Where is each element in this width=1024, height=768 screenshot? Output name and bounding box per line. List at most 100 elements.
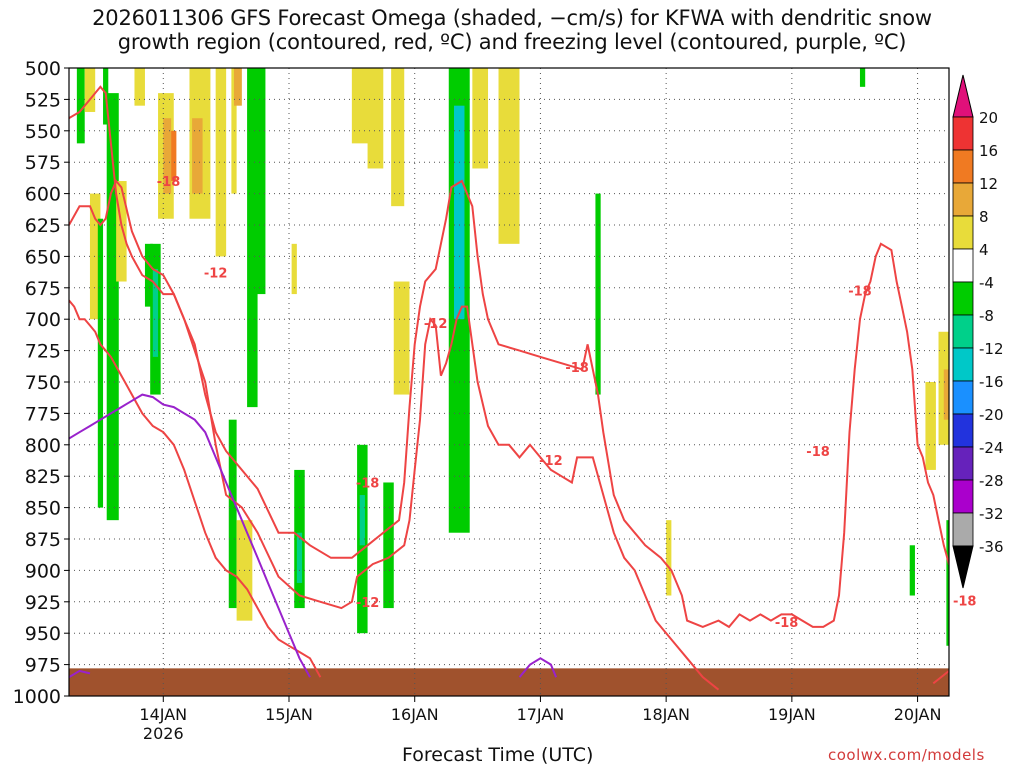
- colorbar-label: -16: [979, 373, 1004, 391]
- y-tick-label: 950: [25, 623, 61, 645]
- y-tick-label: 675: [25, 278, 61, 300]
- colorbar-bin: [952, 281, 974, 316]
- contour-label: -12: [356, 596, 380, 611]
- contour-label-layer: -18 -12 -18 -12 -12 -18 -12 -18 -18 -18 -18: [157, 175, 977, 631]
- contour-label: -12: [204, 267, 228, 282]
- omega-region: [84, 68, 96, 112]
- omega-region: [234, 68, 242, 106]
- grid-layer: [69, 68, 949, 696]
- x-tick-label: 20JAN: [894, 705, 942, 724]
- colorbar-label: 16: [979, 142, 998, 160]
- y-tick-label: 625: [25, 215, 61, 237]
- colorbar: 20 16 12 8 4 -4 -8 -12 -16 -20 -24 -28 -32 -36: [952, 74, 1004, 589]
- colorbar-bottom-arrow: [952, 545, 974, 589]
- terrain-ground: [69, 668, 949, 696]
- colorbar-bin: [952, 215, 974, 250]
- y-tick-label: 525: [25, 89, 61, 111]
- colorbar-bin: [952, 149, 974, 184]
- x-tick-label: 16JAN: [391, 705, 439, 724]
- x-tick-label: 19JAN: [768, 705, 816, 724]
- y-tick-label: 850: [25, 498, 61, 520]
- colorbar-label: 4: [979, 241, 989, 259]
- y-tick-label: 700: [25, 309, 61, 331]
- y-tick-label: 500: [25, 58, 61, 80]
- contour-label: -18: [848, 284, 872, 299]
- omega-region: [192, 118, 203, 194]
- contour-label: -18: [356, 476, 380, 491]
- colorbar-label: -8: [979, 307, 994, 325]
- omega-region: [359, 495, 365, 546]
- colorbar-bin: [952, 512, 974, 547]
- x-axis-label: Forecast Time (UTC): [402, 744, 594, 766]
- omega-region: [296, 532, 303, 583]
- y-tick-label: 575: [25, 152, 61, 174]
- colorbar-label: -24: [979, 439, 1004, 457]
- omega-region: [943, 369, 949, 420]
- colorbar-bin: [952, 248, 974, 283]
- colorbar-bin: [952, 182, 974, 217]
- colorbar-bin: [952, 446, 974, 481]
- omega-region: [215, 68, 227, 257]
- colorbar-label: -20: [979, 406, 1004, 424]
- omega-region: [498, 68, 520, 244]
- colorbar-bin: [952, 314, 974, 349]
- omega-region: [595, 193, 601, 395]
- y-tick-label: 925: [25, 592, 61, 614]
- y-tick-label: 800: [25, 435, 61, 457]
- contour-label: -18: [806, 445, 830, 460]
- omega-region: [391, 68, 405, 207]
- contour-label: -12: [424, 317, 448, 332]
- colorbar-label: -4: [979, 274, 994, 292]
- colorbar-bin: [952, 479, 974, 514]
- omega-region: [163, 118, 172, 194]
- x-tick-sublabel: 2026: [143, 724, 184, 743]
- y-tick-label: 750: [25, 372, 61, 394]
- y-tick-label: 975: [25, 655, 61, 677]
- y-tick-label: 650: [25, 246, 61, 268]
- dgz-contour-line: [69, 299, 322, 678]
- colorbar-bin: [952, 347, 974, 382]
- chart-title-line-1: 2026011306 GFS Forecast Omega (shaded, −…: [92, 6, 932, 30]
- colorbar-bin: [952, 380, 974, 415]
- x-tick-label: 17JAN: [517, 705, 565, 724]
- colorbar-label: 12: [979, 175, 998, 193]
- y-tick-label: 1000: [13, 686, 61, 708]
- y-tick-label: 600: [25, 184, 61, 206]
- omega-region: [152, 268, 159, 357]
- contour-layer: [69, 85, 949, 691]
- omega-region: [925, 382, 936, 470]
- x-tick-label: 14JAN: [139, 705, 187, 724]
- terrain-layer: [69, 668, 949, 696]
- credit-text: coolwx.com/models: [828, 746, 985, 764]
- colorbar-bin: [952, 116, 974, 151]
- omega-region: [909, 545, 915, 596]
- colorbar-top-arrow: [952, 74, 974, 118]
- omega-region: [946, 520, 949, 646]
- omega-region: [134, 68, 145, 106]
- x-tick-label: 15JAN: [265, 705, 313, 724]
- omega-region: [247, 68, 258, 408]
- y-tick-label: 725: [25, 341, 61, 363]
- freezing-level-contour-line: [518, 657, 558, 678]
- colorbar-label: -12: [979, 340, 1004, 358]
- omega-region: [454, 105, 465, 320]
- y-tick-label: 825: [25, 466, 61, 488]
- contour-label: -18: [775, 616, 799, 631]
- omega-region: [116, 181, 127, 282]
- colorbar-label: 8: [979, 208, 989, 226]
- freezing-level-contour-line: [69, 669, 91, 679]
- colorbar-label: 20: [979, 109, 998, 127]
- chart-title-line-2: growth region (contoured, red, ºC) and f…: [117, 30, 907, 54]
- contour-label: -18: [953, 595, 977, 610]
- omega-region: [393, 281, 410, 395]
- dgz-contour-line: [69, 179, 949, 629]
- omega-region: [472, 68, 489, 169]
- contour-label: -12: [539, 454, 563, 469]
- contour-label: -18: [565, 361, 589, 376]
- omega-region: [367, 68, 384, 169]
- omega-region: [171, 130, 177, 182]
- omega-region: [383, 482, 394, 609]
- y-tick-label: 775: [25, 403, 61, 425]
